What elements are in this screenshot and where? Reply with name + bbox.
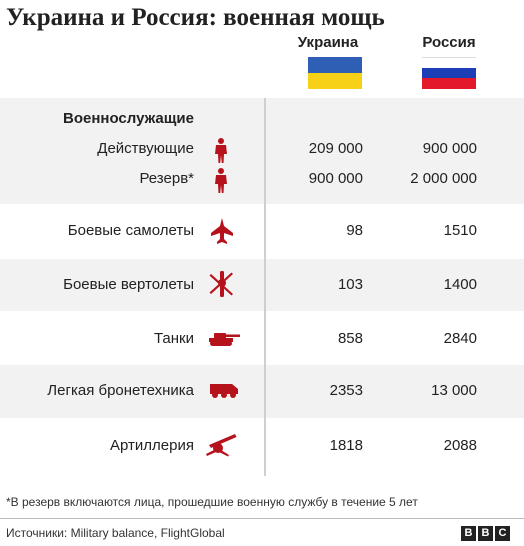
- row-background-helicopters: [0, 259, 524, 311]
- value-russia-armored: 13 000: [431, 382, 477, 399]
- value-ukraine-aircraft: 98: [346, 222, 363, 239]
- row-label-active: Действующие: [97, 140, 194, 157]
- armored-vehicle-icon: [208, 381, 240, 399]
- tank-icon: [207, 331, 241, 347]
- value-russia-helicopters: 1400: [443, 276, 477, 293]
- russia-flag-icon: [422, 57, 476, 89]
- footer-divider: [0, 518, 524, 519]
- value-ukraine-armored: 2353: [329, 382, 363, 399]
- value-russia-aircraft: 1510: [443, 222, 477, 239]
- soldier-icon: [213, 168, 229, 194]
- section-label-personnel: Военнослужащие: [62, 110, 194, 127]
- row-label-helicopters: Боевые вертолеты: [63, 276, 194, 293]
- logo-letter: C: [495, 526, 510, 541]
- value-russia-tanks: 2840: [443, 330, 477, 347]
- row-label-tanks: Танки: [153, 330, 194, 347]
- artillery-icon: [204, 431, 238, 457]
- value-ukraine-artillery: 1818: [329, 437, 363, 454]
- chart-title: Украина и Россия: военная мощь: [6, 4, 385, 31]
- soldier-icon: [213, 138, 229, 164]
- row-label-armored: Легкая бронетехника: [47, 382, 194, 399]
- value-russia-reserve: 2 000 000: [410, 170, 477, 187]
- logo-letter: B: [461, 526, 476, 541]
- value-ukraine-active: 209 000: [308, 140, 363, 157]
- source-note: Источники: Military balance, FlightGloba…: [6, 526, 225, 540]
- row-background-armored: [0, 365, 524, 418]
- value-russia-artillery: 2088: [443, 437, 477, 454]
- column-header-russia: Россия: [422, 34, 476, 51]
- bbc-logo-icon: B B C: [461, 526, 510, 541]
- row-background-personnel: [0, 98, 524, 204]
- fighter-jet-icon: [210, 218, 234, 244]
- value-ukraine-tanks: 858: [337, 330, 363, 347]
- column-divider: [264, 98, 266, 476]
- logo-letter: B: [478, 526, 493, 541]
- footnote: *В резерв включаются лица, прошедшие вое…: [6, 495, 418, 509]
- value-ukraine-reserve: 900 000: [308, 170, 363, 187]
- row-label-reserve: Резерв*: [139, 170, 194, 187]
- value-ukraine-helicopters: 103: [337, 276, 363, 293]
- row-label-artillery: Артиллерия: [110, 437, 194, 454]
- helicopter-icon: [209, 270, 235, 298]
- ukraine-flag-icon: [308, 57, 362, 89]
- column-header-ukraine: Украина: [297, 34, 359, 51]
- row-label-aircraft: Боевые самолеты: [67, 222, 194, 239]
- value-russia-active: 900 000: [422, 140, 477, 157]
